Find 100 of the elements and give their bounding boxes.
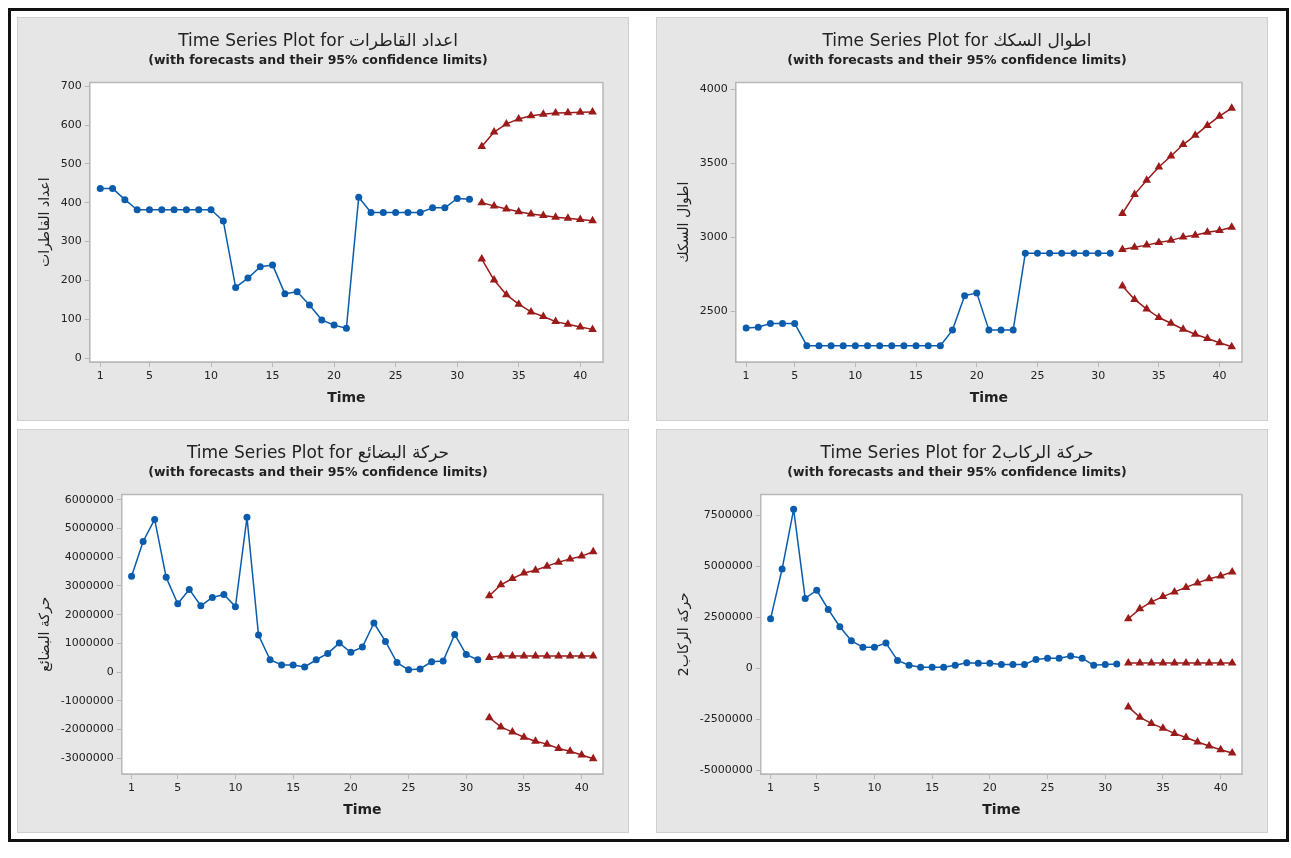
point — [963, 659, 971, 667]
x-tick-label: 35 — [1155, 781, 1170, 795]
point — [864, 342, 872, 350]
point — [876, 342, 884, 350]
y-tick-label: 600 — [60, 117, 82, 131]
point — [859, 643, 867, 651]
y-tick-label: -1000000 — [60, 693, 114, 707]
point — [1130, 242, 1139, 250]
x-tick-label: 30 — [450, 369, 465, 383]
point — [563, 213, 573, 221]
point — [195, 206, 203, 214]
chart-subtitle: (with forecasts and their 95% confidence limits) — [148, 52, 488, 68]
point — [1154, 312, 1164, 320]
point — [1216, 744, 1225, 753]
point — [1178, 324, 1188, 332]
point — [754, 323, 762, 331]
point — [1227, 566, 1237, 575]
y-tick-label: 100 — [60, 312, 82, 326]
y-tick-label: 7500000 — [703, 508, 753, 522]
point — [508, 573, 517, 582]
point — [575, 214, 585, 222]
point — [1046, 249, 1054, 257]
y-tick-label: 4000000 — [64, 550, 114, 564]
y-tick-label: 2500 — [699, 304, 728, 318]
y-tick-label: 2500000 — [703, 610, 753, 624]
point — [496, 651, 506, 659]
point — [496, 579, 506, 588]
y-tick-label: 0 — [745, 661, 753, 675]
point — [542, 561, 552, 569]
point — [824, 605, 832, 613]
x-tick-label: 25 — [401, 781, 416, 795]
point — [1147, 658, 1156, 666]
point — [588, 651, 598, 659]
point — [888, 342, 896, 350]
point — [538, 109, 548, 117]
point — [1190, 130, 1200, 138]
point — [554, 743, 563, 751]
point — [231, 603, 239, 611]
x-axis-title: Time — [969, 389, 1009, 406]
point — [1215, 337, 1224, 346]
point — [1118, 208, 1127, 217]
point — [145, 206, 153, 214]
point — [575, 322, 585, 330]
point — [1130, 294, 1139, 302]
y-tick-label: -5000000 — [699, 762, 753, 776]
x-tick-label: 25 — [388, 369, 403, 383]
point — [502, 204, 511, 212]
point — [1113, 660, 1121, 668]
point — [1032, 655, 1040, 663]
x-tick-label: 1 — [128, 781, 136, 795]
point — [1227, 222, 1237, 230]
point — [565, 553, 575, 562]
x-tick-label: 15 — [265, 369, 280, 383]
x-axis-title: Time — [343, 801, 382, 818]
point — [551, 108, 560, 116]
y-tick-label: 2000000 — [64, 607, 114, 621]
point — [538, 311, 548, 320]
point — [779, 319, 787, 327]
x-tick-label: 30 — [1091, 369, 1106, 383]
point — [514, 299, 524, 307]
x-tick-label: 5 — [145, 369, 153, 383]
point — [554, 651, 563, 659]
x-tick-label: 15 — [925, 781, 940, 795]
point — [973, 289, 981, 297]
y-tick-label: 300 — [60, 234, 82, 248]
point — [1090, 661, 1098, 669]
chart-title: Time Series Plot for اعداد القاطرات — [177, 29, 458, 50]
point — [1067, 652, 1075, 660]
point — [526, 306, 536, 315]
x-tick-label: 15 — [286, 781, 301, 795]
point — [489, 275, 499, 283]
point — [813, 586, 821, 594]
x-tick-label: 30 — [459, 781, 474, 795]
point — [174, 600, 182, 608]
point — [554, 557, 563, 565]
y-tick-label: 400 — [60, 195, 82, 209]
chart-subtitle: (with forecasts and their 95% confidence limits) — [787, 52, 1127, 68]
point — [519, 568, 529, 576]
point — [847, 637, 855, 645]
point — [266, 656, 274, 664]
point — [151, 515, 159, 523]
point — [1227, 103, 1237, 111]
point — [1216, 658, 1225, 666]
point — [462, 651, 470, 659]
x-tick-label: 5 — [174, 781, 182, 795]
point — [767, 615, 775, 623]
point — [1106, 249, 1114, 257]
point — [900, 342, 908, 350]
point — [815, 342, 823, 350]
point — [870, 643, 878, 651]
point — [109, 184, 117, 192]
point — [256, 263, 264, 271]
chart-title: Time Series Plot for حركة البضائع — [185, 441, 450, 463]
point — [997, 660, 1005, 668]
point — [477, 197, 487, 206]
point — [429, 204, 437, 212]
point — [912, 342, 920, 350]
point — [1070, 249, 1078, 257]
point — [1021, 249, 1029, 257]
point — [1227, 341, 1237, 350]
